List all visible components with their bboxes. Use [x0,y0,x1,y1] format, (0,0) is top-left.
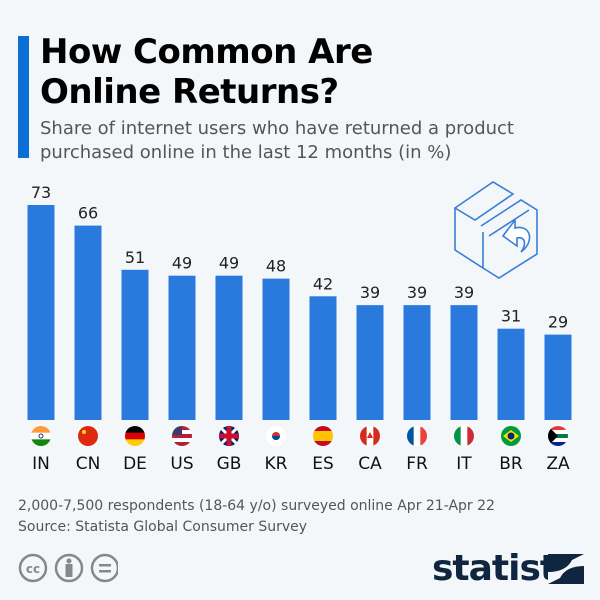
bar-IN [27,205,55,420]
return-box-icon [453,181,538,279]
data-label-IT: 39 [454,283,474,302]
category-label-CA: CA [358,454,382,474]
data-label-KR: 48 [266,257,286,276]
category-label-GB: GB [217,454,242,474]
flag-DE-icon [125,426,145,446]
data-label-ZA: 29 [548,313,568,332]
chart-subtitle: Share of internet users who have returne… [40,118,514,163]
bar-ZA [544,334,572,420]
category-label-IT: IT [456,454,472,474]
data-label-GB: 49 [219,254,239,273]
survey-note: 2,000-7,500 respondents (18-64 y/o) surv… [18,496,495,538]
bar-CA [356,305,384,420]
data-label-CN: 66 [78,204,98,223]
title-accent-bar [18,36,29,158]
data-label-BR: 31 [501,307,521,326]
category-label-US: US [170,454,193,474]
bar-ES [309,296,337,420]
category-label-KR: KR [265,454,288,474]
license-icons[interactable]: cc [18,552,118,586]
bar-CN [74,225,102,420]
flag-IT-icon [454,426,474,446]
bar-IT [450,305,478,420]
category-label-CN: CN [76,454,101,474]
flag-IN-icon [31,426,51,446]
svg-text:cc: cc [26,562,40,576]
bar-US [168,275,196,420]
respondents-note: 2,000-7,500 respondents (18-64 y/o) surv… [18,498,495,514]
category-label-ES: ES [312,454,334,474]
flag-ES-icon [313,426,333,446]
data-label-ES: 42 [313,274,333,293]
data-label-DE: 51 [125,248,145,267]
flag-GB-icon [219,426,239,446]
flag-KR-icon [266,426,286,446]
flag-BR-icon [501,426,521,446]
data-label-FR: 39 [407,283,427,302]
bar-chart: 73 66 51 49 49 48 42 39 39 39 31 29 IN CN DE US GB KR ES C… [27,181,572,474]
statista-logo-mark-icon [548,554,584,584]
category-label-DE: DE [123,454,147,474]
source-note: Source: Statista Global Consumer Survey [18,519,308,535]
attribution-icon[interactable] [54,553,84,583]
flag-ZA-icon [548,426,568,446]
flag-US-icon [172,426,192,446]
flag-CN-icon [78,426,98,446]
flag-FR-icon [407,426,427,446]
data-label-IN: 73 [31,183,51,202]
category-label-FR: FR [406,454,428,474]
flag-CA-icon [360,426,380,446]
category-label-BR: BR [499,454,523,474]
data-label-CA: 39 [360,283,380,302]
cc-icon[interactable]: cc [18,553,48,583]
bar-GB [215,275,243,420]
bar-FR [403,305,431,420]
data-label-US: 49 [172,254,192,273]
chart-title: How Common Are Online Returns? [40,32,373,112]
no-derivatives-icon[interactable] [90,553,118,583]
category-label-IN: IN [32,454,50,474]
category-label-ZA: ZA [546,454,570,474]
bar-KR [262,278,290,420]
bar-BR [497,328,525,420]
bar-DE [121,269,149,420]
